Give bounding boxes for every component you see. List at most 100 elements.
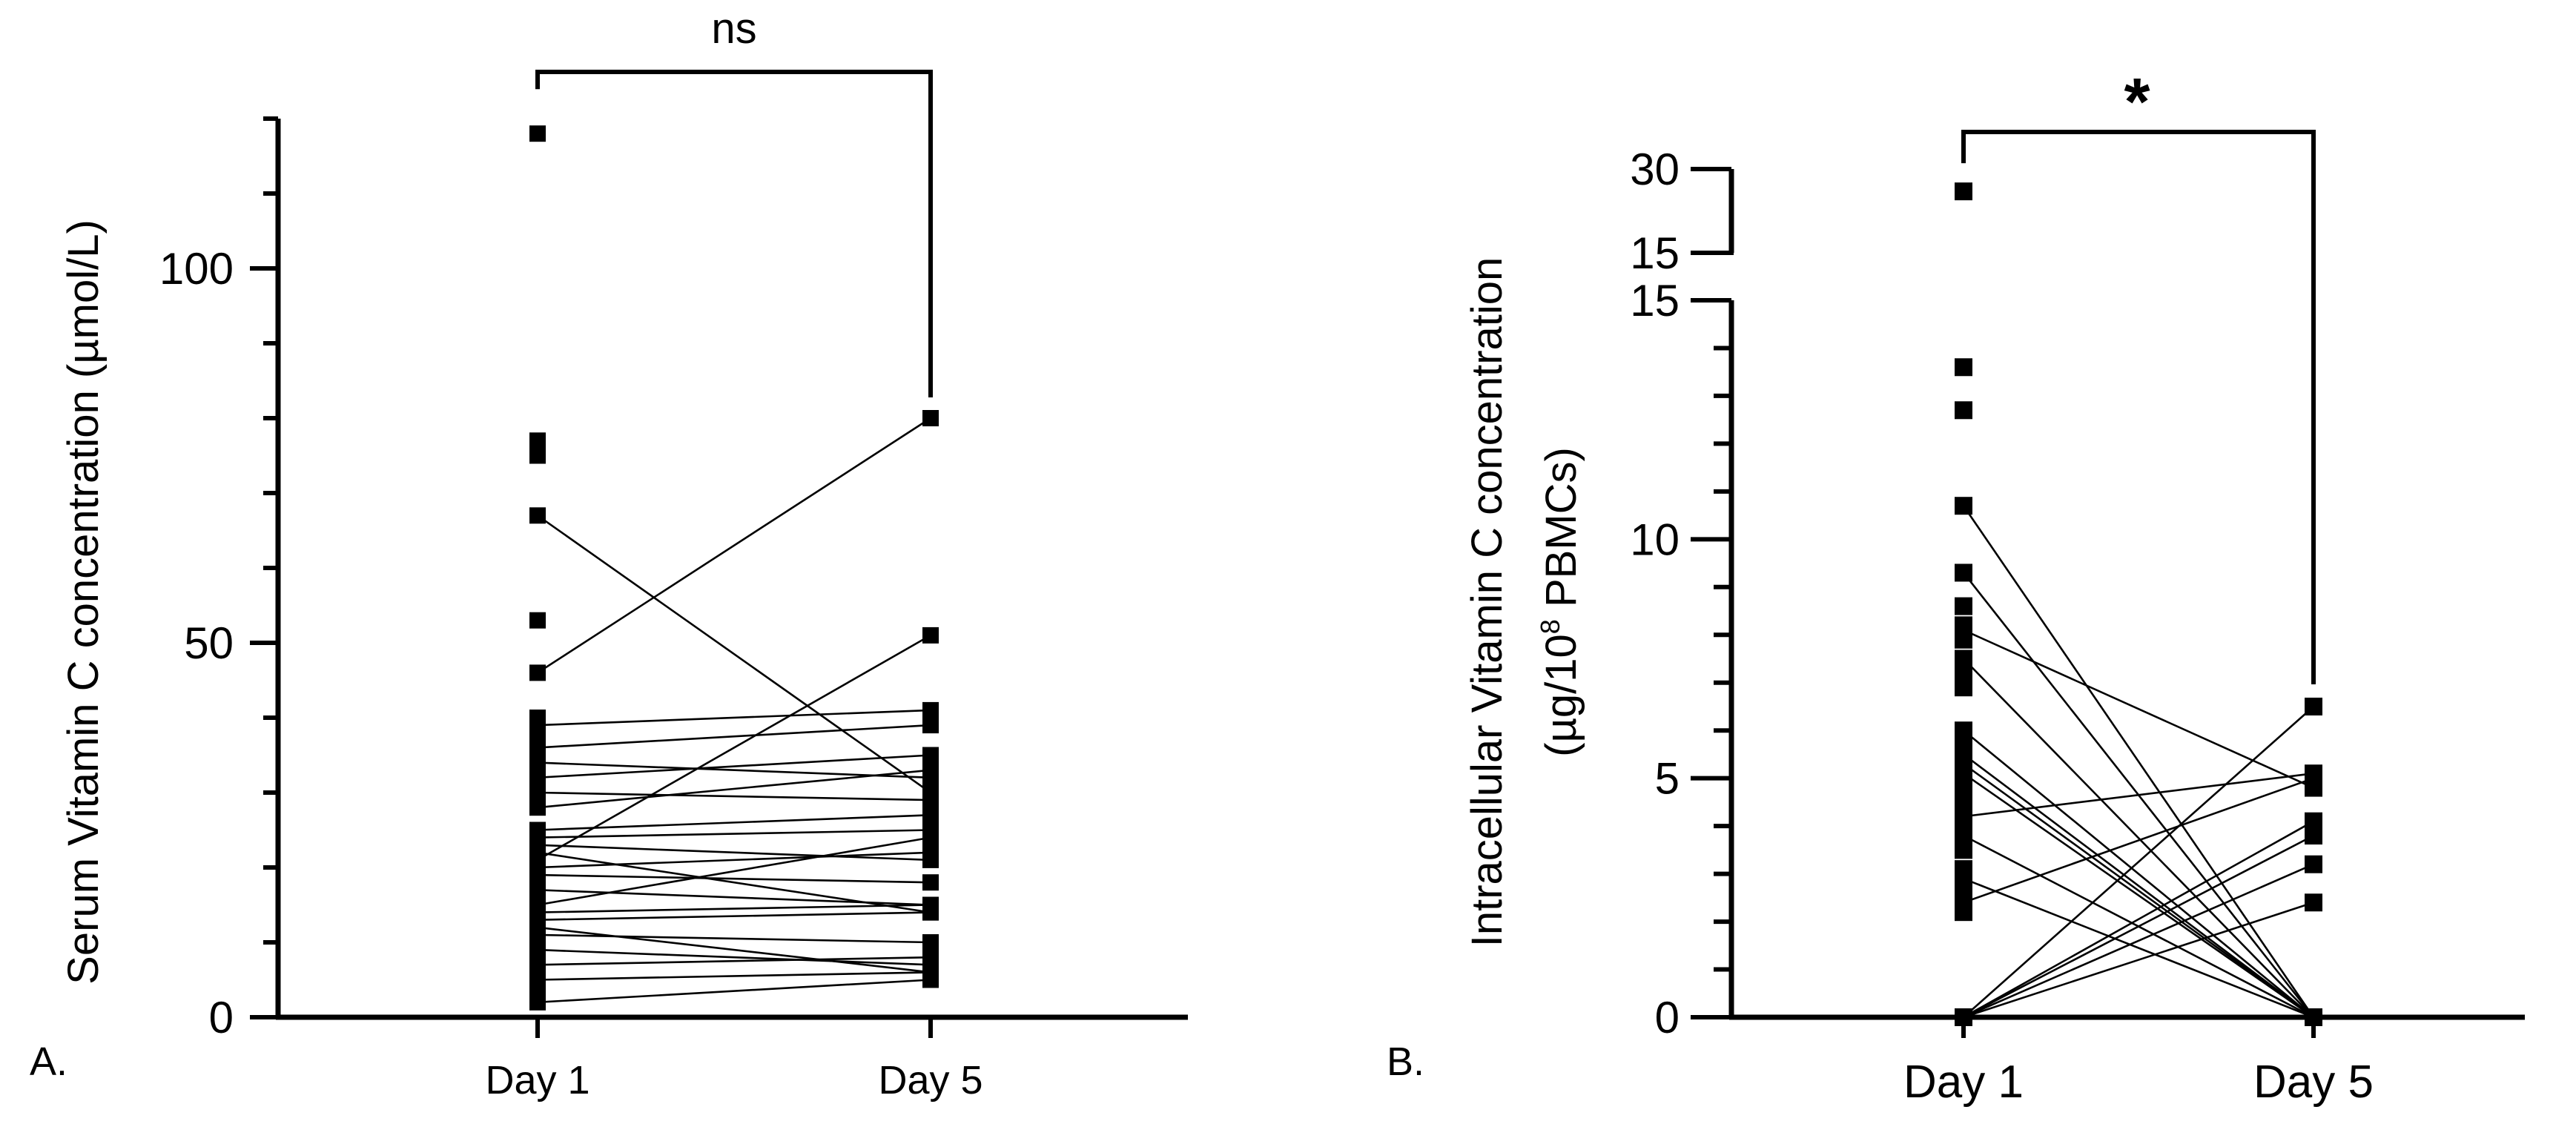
panel-a-pair-line — [537, 634, 931, 862]
panel-a-point-day5 — [922, 627, 939, 644]
panel-a-point-day1 — [529, 784, 546, 801]
panel-b-point-day1 — [1955, 903, 1972, 922]
panel-a-lines — [537, 417, 931, 1004]
panel-b-pair-line — [1963, 834, 2314, 1019]
panel-a-pair-line — [537, 851, 931, 869]
panel-a-point-day5 — [922, 717, 939, 734]
panel-a-point-day5 — [922, 792, 939, 809]
panel-a-point-day1 — [529, 994, 546, 1011]
panel-b-point-day1 — [1955, 879, 1972, 897]
panel-a: Serum Vitamin C concentration (µmol/L) 0… — [30, 4, 1188, 1102]
panel-b-y-upper-tick-label: 15 — [1630, 228, 1680, 278]
panel-a-pair-line — [537, 889, 931, 906]
panel-a-point-day5 — [922, 747, 939, 764]
panel-b-point-day1 — [1955, 497, 1972, 515]
panel-b-bracket — [1961, 130, 2316, 684]
panel-a-point-day5 — [922, 410, 939, 426]
panel-b-pair-line — [1963, 777, 2314, 904]
panel-a-pair-line — [537, 926, 931, 973]
panel-b-y-upper-tick-label: 30 — [1630, 145, 1680, 194]
panel-a-point-day1 — [529, 942, 546, 959]
panel-b-point-day1 — [1955, 1008, 1972, 1026]
panel-b-point-day1 — [1955, 860, 1972, 879]
panel-b-points — [1955, 182, 2322, 1026]
panel-b-y-tick-label: 15 — [1630, 276, 1680, 325]
panel-b-lines — [1962, 505, 2315, 1019]
panel-b-pair-line — [1963, 705, 2314, 1018]
panel-a-point-day5 — [922, 701, 939, 718]
panel-a-pair-line — [537, 754, 931, 779]
panel-a-point-day1 — [529, 612, 546, 629]
panel-b-pair-line — [1963, 730, 2314, 1019]
panel-b-point-day1 — [1955, 182, 1972, 201]
panel-a-point-day1 — [529, 754, 546, 771]
panel-b-pair-line — [1963, 629, 2314, 789]
panel-b-point-day1 — [1955, 401, 1972, 420]
panel-b-point-day1 — [1955, 563, 1972, 582]
panel-a-point-day1 — [529, 507, 546, 524]
panel-a-significance-bracket — [535, 70, 933, 397]
panel-b-pair-line — [1963, 753, 2314, 1019]
panel-a-axes: 0 50 100 — [159, 116, 1188, 1042]
panel-a-point-day5 — [922, 934, 939, 951]
panel-a-pair-line — [537, 515, 931, 794]
panel-b-pair-line — [1963, 658, 2314, 1018]
panel-b-point-day1 — [1955, 802, 1972, 821]
panel-b-y-tick-label: 10 — [1630, 515, 1680, 564]
panel-b-point-day1 — [1955, 678, 1972, 697]
panel-a-pair-line — [537, 948, 931, 966]
panel-a-significance-label: ns — [711, 4, 756, 53]
panel-a-pair-line — [537, 836, 931, 906]
panel-a-x-tick-label-day1: Day 1 — [485, 1058, 589, 1102]
panel-a-y-axis-label: Serum Vitamin C concentration (µmol/L) — [59, 219, 108, 985]
panel-a-point-day5 — [922, 874, 939, 891]
panel-b-pair-line — [1963, 877, 2314, 1019]
panel-a-pair-line — [537, 956, 931, 966]
panel-a-point-day1 — [529, 432, 546, 449]
panel-b-point-day5 — [2305, 769, 2322, 787]
panel-a-point-day1 — [529, 979, 546, 996]
panel-b-pair-line — [1963, 772, 2314, 818]
panel-b-point-day1 — [1955, 358, 1972, 377]
panel-a-y-tick-label: 100 — [159, 244, 234, 294]
panel-a-pair-line — [537, 904, 931, 913]
panel-a-point-day1 — [529, 125, 546, 142]
panel-b-significance-bracket — [1961, 130, 2316, 684]
panel-a-point-day1 — [529, 769, 546, 786]
panel-a-point-day1 — [529, 867, 546, 884]
panel-b-y-tick-label: 0 — [1655, 993, 1680, 1042]
panel-a-point-day1 — [529, 710, 546, 726]
panel-a-pair-line — [537, 829, 931, 839]
panel-b-pair-line — [1963, 902, 2314, 1019]
panel-b-pair-line — [1963, 863, 2314, 1019]
panel-a-point-day5 — [922, 761, 939, 778]
panel-a-pair-line — [537, 933, 931, 944]
panel-a-pair-line — [537, 971, 931, 981]
panel-b-y-axis-label-line2: (µg/108 PBMCs) — [1535, 447, 1585, 757]
panel-a-pair-line — [537, 979, 931, 1004]
panel-a-pair-line — [537, 769, 931, 809]
panel-a-y-tick-label: 0 — [209, 993, 234, 1042]
panel-a-pair-line — [537, 761, 931, 779]
panel-b-label: B. — [1387, 1039, 1424, 1084]
panel-b-pair-line — [1963, 820, 2314, 1019]
panel-b-pair-line — [1963, 763, 2314, 1019]
panel-a-pair-line — [537, 724, 931, 749]
panel-b-y-axis-label-line1: Intracellular Vitamin C concentration — [1463, 257, 1511, 948]
panel-b-point-day5 — [2305, 855, 2322, 873]
panel-a-pair-line — [537, 814, 931, 831]
panel-b-point-day1 — [1955, 821, 1972, 840]
panel-b-significance-label: * — [2124, 65, 2150, 139]
panel-a-point-day5 — [922, 971, 939, 988]
panel-b-point-day5 — [2305, 827, 2322, 845]
panel-a-point-day5 — [922, 807, 939, 824]
panel-a-point-day1 — [529, 739, 546, 756]
panel-a-points — [529, 125, 939, 1011]
panel-a-point-day1 — [529, 964, 546, 981]
panel-b-x-tick-label-day1: Day 1 — [1903, 1057, 2024, 1108]
panel-b-point-day1 — [1955, 597, 1972, 615]
panel-a-pair-line — [537, 873, 931, 884]
panel-a-x-tick-label-day5: Day 5 — [878, 1058, 982, 1102]
panel-b-point-day5 — [2305, 697, 2322, 715]
